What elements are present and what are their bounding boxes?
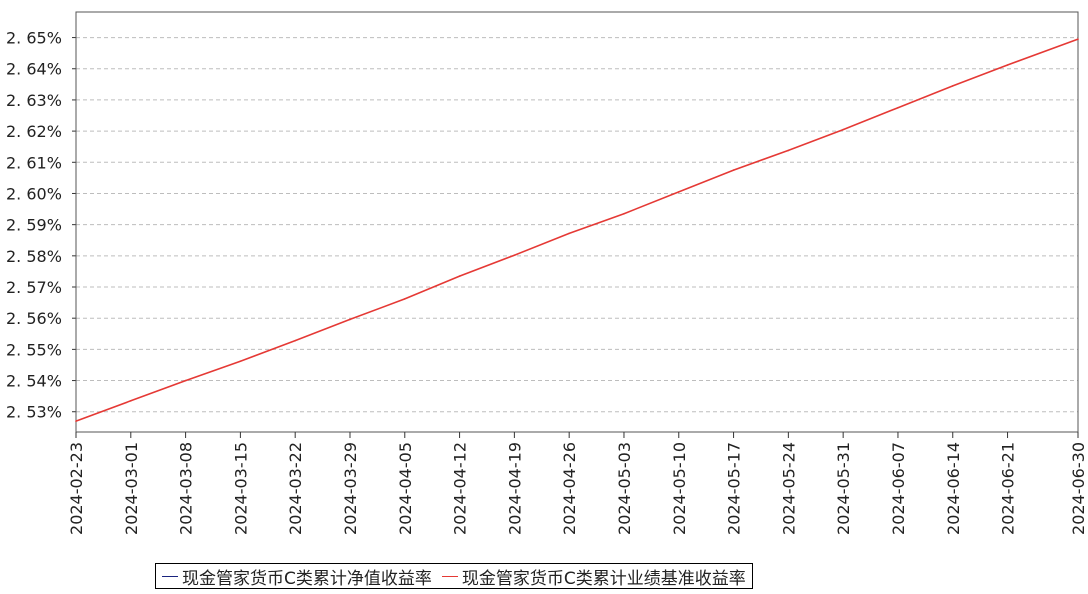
y-tick-label: 2. 56% [6, 309, 62, 328]
legend-swatch-nav [162, 575, 178, 577]
x-tick-label: 2024-05-24 [779, 442, 798, 535]
data-point [239, 360, 242, 363]
x-tick-label: 2024-05-03 [615, 442, 634, 535]
y-tick-label: 2. 58% [6, 247, 62, 266]
legend-label-benchmark: 现金管家货币C类累计业绩基准收益率 [461, 568, 746, 589]
x-tick-label: 2024-06-30 [1069, 442, 1088, 535]
x-tick-label: 2024-06-07 [889, 442, 908, 535]
data-point [75, 420, 77, 422]
legend-swatch-benchmark [441, 575, 458, 577]
data-point [403, 298, 406, 300]
data-point [1006, 64, 1009, 66]
x-tick-label: 2024-04-12 [451, 442, 470, 535]
series-lines [75, 38, 1079, 422]
legend-item-benchmark: 现金管家货币C类累计业绩基准收益率 [441, 564, 746, 589]
y-tick-label: 2. 64% [6, 60, 62, 79]
x-tick-label: 2024-03-29 [341, 442, 360, 535]
data-point [787, 149, 790, 152]
legend-label-nav: 现金管家货币C类累计净值收益率 [182, 568, 432, 589]
data-point [129, 400, 132, 402]
x-tick-label: 2024-02-23 [67, 442, 86, 535]
data-point [732, 169, 735, 171]
data-point [568, 232, 570, 235]
x-tick-label: 2024-05-17 [725, 442, 744, 535]
plot-frame [75, 11, 1079, 433]
data-point [897, 106, 899, 109]
x-tick-label: 2024-04-19 [505, 442, 524, 535]
series-line-1 [75, 38, 1079, 422]
x-tick-label: 2024-03-08 [177, 442, 196, 535]
y-tick-label: 2. 57% [6, 278, 62, 297]
legend-item-nav: 现金管家货币C类累计净值收益率 [162, 564, 432, 589]
y-tick-label: 2. 54% [6, 372, 62, 391]
x-tick-label: 2024-05-10 [670, 442, 689, 535]
data-point [458, 275, 461, 277]
x-tick-label: 2024-03-15 [231, 442, 250, 535]
y-tick-label: 2. 60% [6, 184, 62, 203]
data-point [951, 85, 954, 87]
data-point [677, 191, 680, 193]
x-tick-label: 2024-04-05 [396, 442, 415, 535]
axes: 2. 53% 2. 54% 2. 55% 2. 56% 2. 57% 2. 58% 2. 5… [6, 11, 1088, 535]
x-tick-label: 2024-06-14 [944, 442, 963, 535]
data-point [294, 339, 296, 342]
x-tick-label: 2024-04-26 [560, 442, 579, 535]
data-point [184, 379, 187, 382]
y-tick-label: 2. 61% [6, 153, 62, 172]
x-tick-label: 2024-03-22 [286, 442, 305, 535]
y-tick-label: 2. 53% [6, 403, 62, 422]
grid-lines [76, 37, 1078, 413]
y-tick-label: 2. 63% [6, 91, 62, 110]
y-tick-label: 2. 65% [6, 29, 62, 48]
x-tick-label: 2024-06-21 [999, 442, 1018, 535]
data-point [623, 212, 625, 215]
data-point [1077, 38, 1079, 40]
x-tick-label: 2024-05-31 [834, 442, 853, 535]
data-point [513, 254, 516, 257]
data-point [842, 128, 844, 131]
data-point [349, 318, 351, 321]
y-tick-label: 2. 62% [6, 122, 62, 141]
legend: 现金管家货币C类累计净值收益率 现金管家货币C类累计业绩基准收益率 [155, 563, 753, 589]
y-tick-label: 2. 59% [6, 216, 62, 235]
y-tick-label: 2. 55% [6, 340, 62, 359]
x-tick-label: 2024-03-01 [122, 442, 141, 535]
